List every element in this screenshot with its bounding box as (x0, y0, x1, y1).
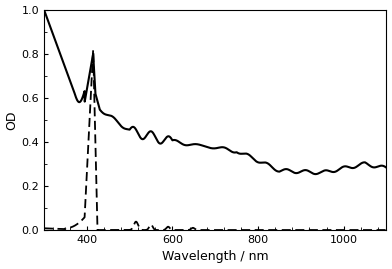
X-axis label: Wavelength / nm: Wavelength / nm (162, 250, 269, 263)
Y-axis label: OD: OD (5, 110, 18, 130)
